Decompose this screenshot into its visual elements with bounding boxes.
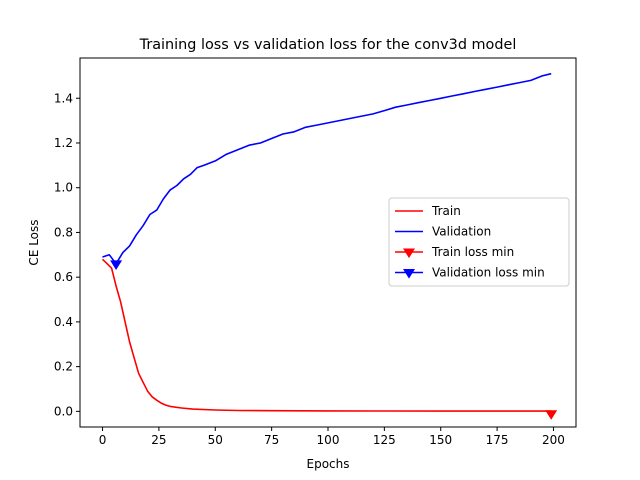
legend: Train Validation Train loss min Validation …: [388, 197, 570, 287]
y-tick-label: 0.4: [54, 315, 73, 329]
marker-train-loss-min: [545, 410, 558, 420]
legend-swatch-marker: [403, 269, 415, 279]
axis-ticks: 0 25 50 75 100 125 150 175 200 0.0 0.2 0.4 0.6 0.8 1.0…: [54, 91, 565, 447]
legend-swatch-marker: [403, 248, 415, 259]
x-tick-label: 150: [429, 433, 452, 447]
x-tick-label: 125: [373, 433, 396, 447]
x-tick-label: 0: [99, 433, 107, 447]
y-tick-label: 1.0: [54, 181, 73, 195]
y-axis-label: CE Loss: [27, 219, 41, 265]
y-tick-label: 0.8: [54, 225, 73, 239]
x-tick-label: 100: [317, 433, 340, 447]
x-tick-label: 50: [208, 433, 223, 447]
legend-label: Validation: [432, 225, 491, 239]
marker-validation-loss-min: [110, 260, 123, 270]
legend-label: Validation loss min: [432, 266, 545, 280]
x-tick-label: 175: [486, 433, 509, 447]
x-tick-label: 25: [151, 433, 166, 447]
legend-label: Train: [431, 204, 461, 218]
y-tick-label: 0.6: [54, 270, 73, 284]
y-tick-label: 0.2: [54, 360, 73, 374]
series-line-validation: [102, 72, 552, 265]
x-tick-label: 200: [542, 433, 565, 447]
plot-area: [101, 72, 558, 420]
x-tick-label: 75: [264, 433, 279, 447]
y-tick-label: 0.0: [54, 404, 73, 418]
chart-title: Training loss vs validation loss for the…: [139, 37, 517, 53]
y-tick-label: 1.2: [54, 136, 73, 150]
series-line-train: [101, 258, 552, 412]
y-tick-label: 1.4: [54, 91, 73, 105]
legend-box: [388, 197, 570, 287]
x-axis-label: Epochs: [307, 457, 350, 471]
legend-label: Train loss min: [431, 245, 514, 259]
